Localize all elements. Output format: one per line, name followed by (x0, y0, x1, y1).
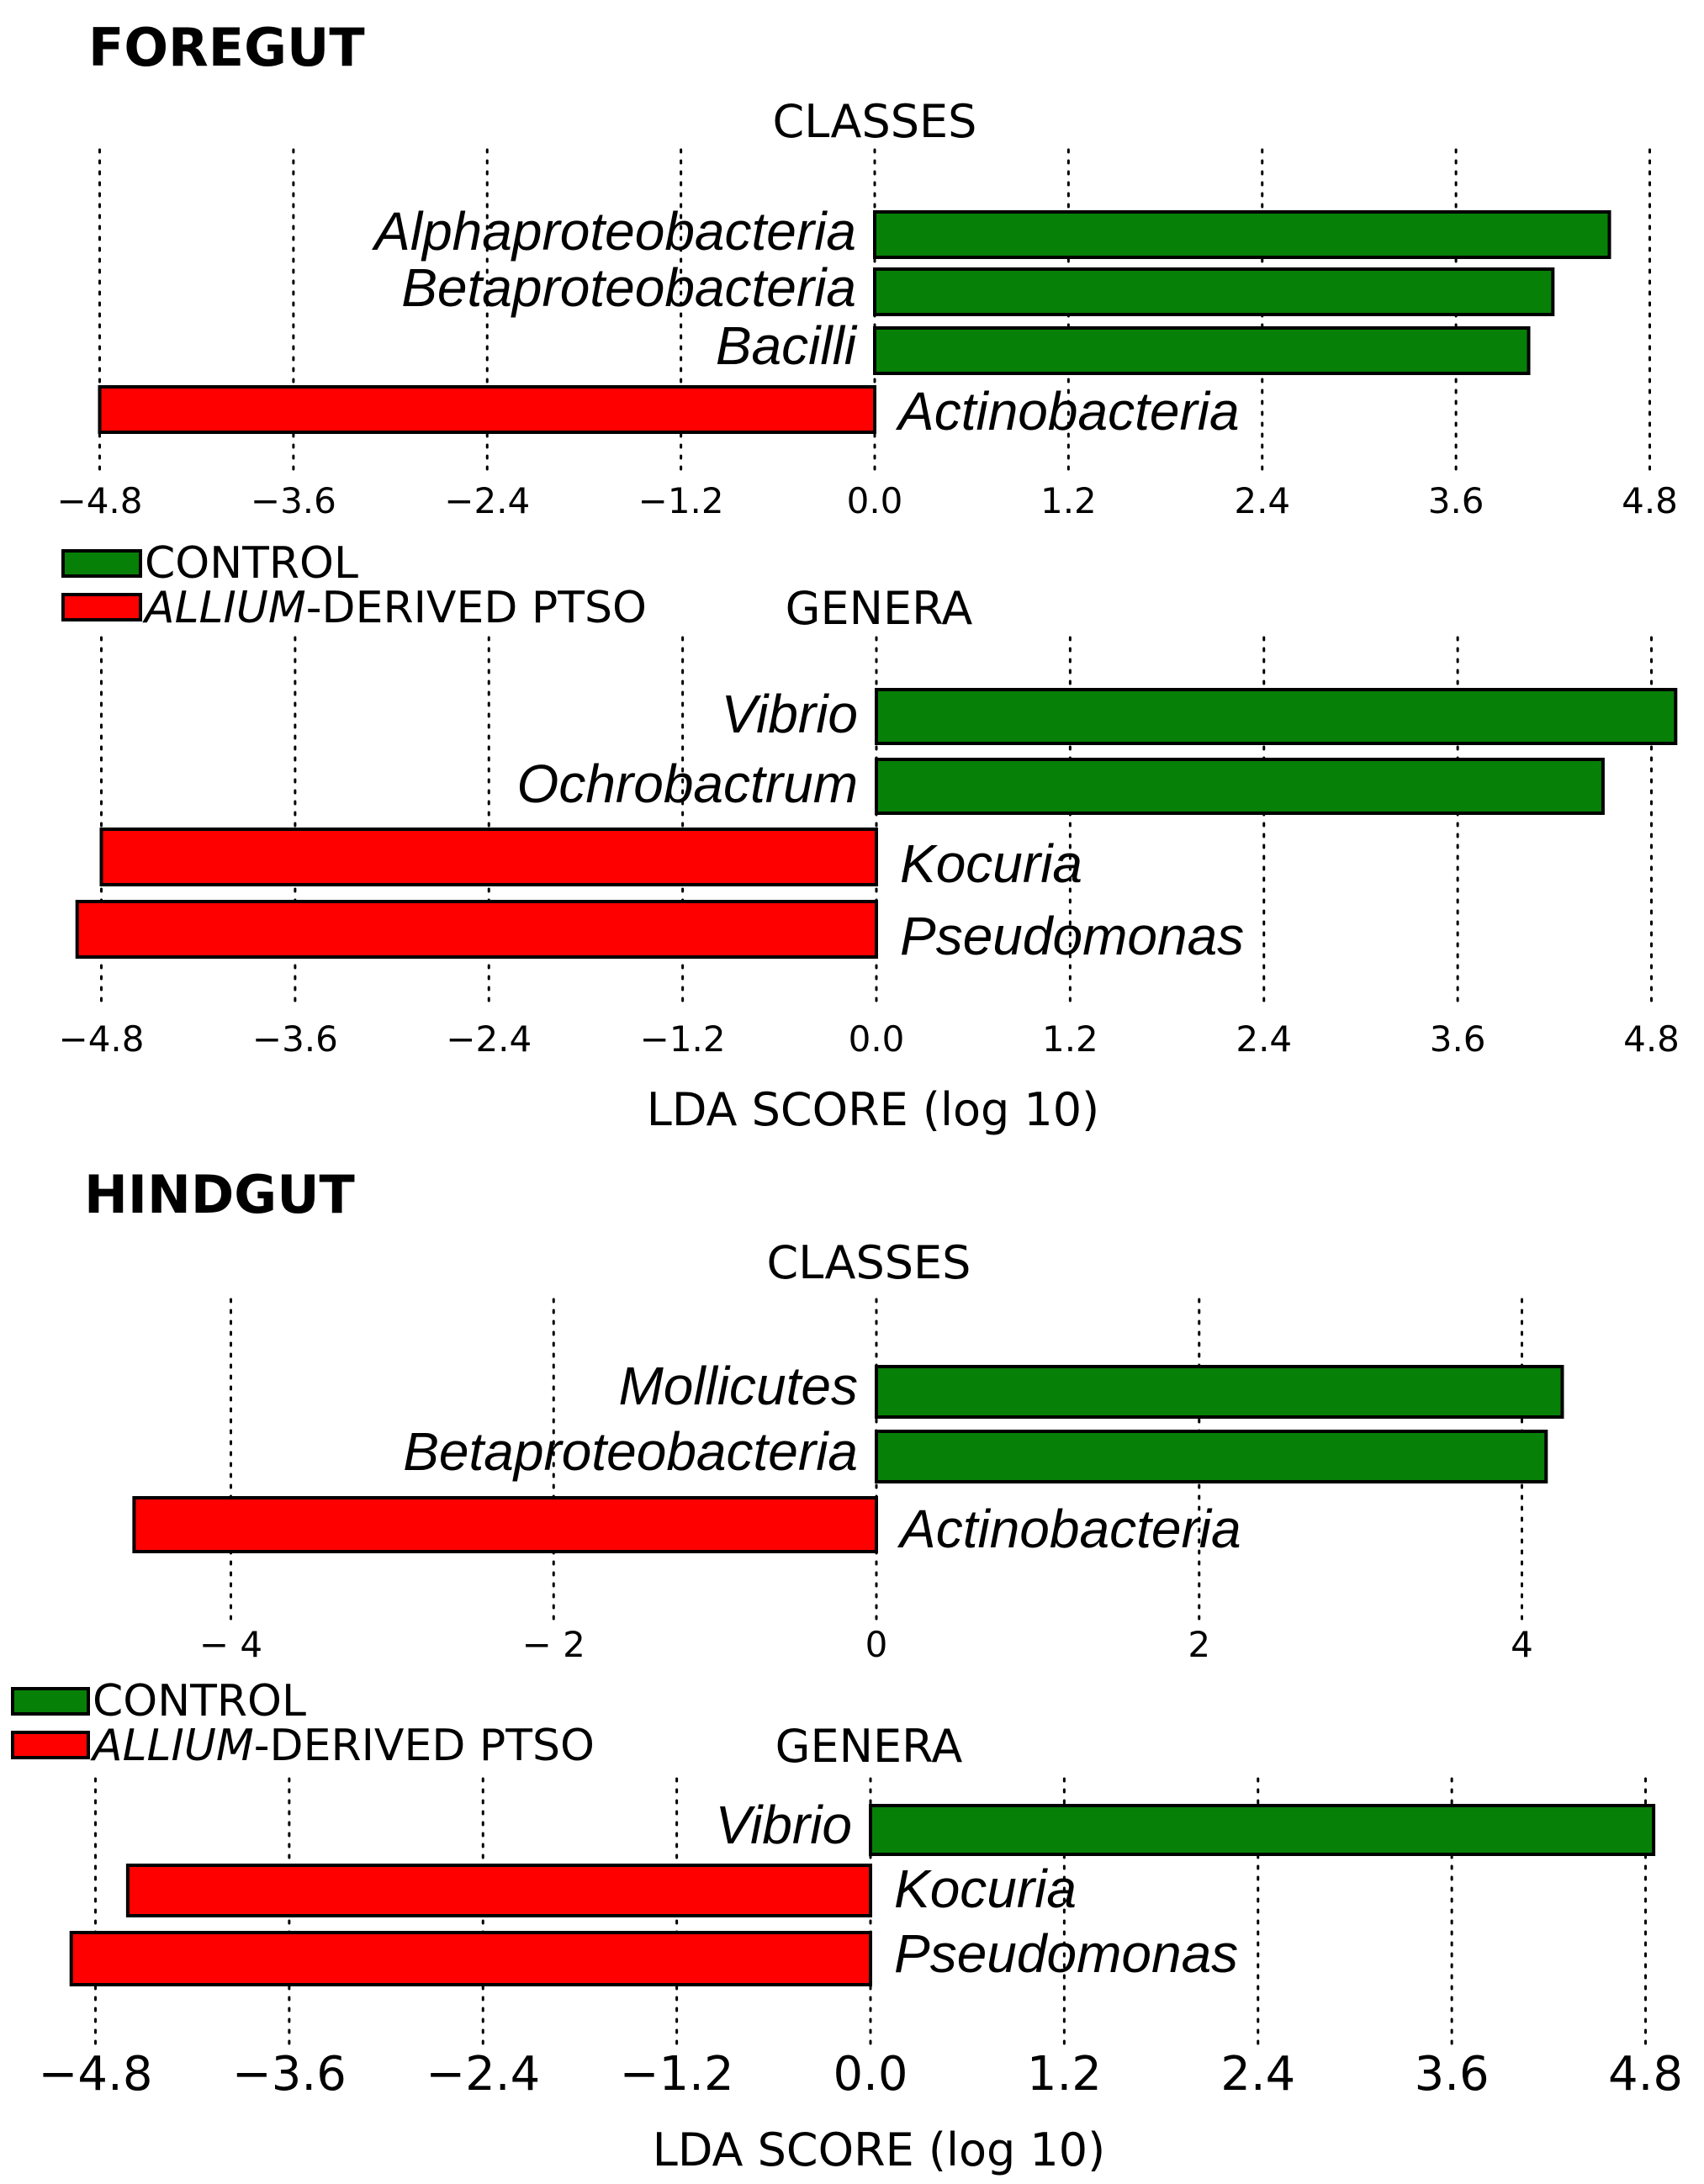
legend-label-control: CONTROL (145, 538, 358, 589)
legend-label-treatment: ALLIUM-DERIVED PTSO (90, 1721, 595, 1771)
bar-pseudomonas (75, 900, 878, 959)
x-tick-label: 0.0 (833, 2047, 908, 2102)
x-tick-label: −1.2 (620, 2047, 734, 2102)
panel-title-hindgut-classes: CLASSES (767, 1236, 971, 1289)
legend-swatch-control (61, 549, 142, 578)
panel-title-foregut-genera: GENERA (786, 582, 973, 635)
x-tick-label: −4.8 (39, 2047, 153, 2102)
taxon-label: Betaproteobacteria (401, 257, 856, 318)
taxon-label: Bacilli (716, 315, 858, 376)
x-tick-label: 1.2 (1042, 1018, 1098, 1060)
taxon-label: Mollicutes (618, 1356, 858, 1416)
legend-swatch-control (11, 1687, 90, 1716)
x-tick-label: 1.2 (1027, 2047, 1102, 2102)
chart-hindgut-genera: −4.8 −3.6 −2.4 −1.2 0.0 1.2 2.4 3.6 4.8 Vibrio Koc… (39, 1777, 1683, 2102)
bar-betaproteobacteria (875, 1430, 1548, 1483)
x-tick-label: −2.4 (426, 2047, 540, 2102)
x-tick-label: 4.8 (1608, 2047, 1683, 2102)
bar-kocuria (99, 828, 878, 886)
x-tick-label: −1.2 (638, 480, 724, 521)
taxon-label: Vibrio (716, 1795, 852, 1855)
x-tick-label: 2.4 (1220, 2047, 1295, 2102)
bar-pseudomonas (69, 1931, 872, 1986)
legend-label-treatment-italic: ALLIUM (90, 1721, 254, 1771)
panel-title-hindgut-genera: GENERA (775, 1720, 963, 1773)
x-tick-label: 4 (1511, 1624, 1533, 1665)
legend-foregut: CONTROL ALLIUM-DERIVED PTSO (61, 538, 647, 633)
chart-foregut-classes: −4.8 −3.6 −2.4 −1.2 0.0 1.2 2.4 3.6 4.8 Alphaprot… (57, 148, 1678, 521)
x-tick-label: 3.6 (1428, 480, 1484, 521)
x-tick-label: −4.8 (57, 480, 143, 521)
x-tick-label: 4.8 (1623, 1018, 1680, 1060)
x-tick-label: 3.6 (1415, 2047, 1490, 2102)
taxon-label: Ochrobactrum (517, 754, 858, 814)
bar-vibrio (869, 1804, 1656, 1856)
bar-alphaproteobacteria (873, 210, 1611, 259)
x-tick-label: 2.4 (1234, 480, 1290, 521)
x-tick-label: 3.6 (1430, 1018, 1486, 1060)
x-tick-label: 2.4 (1236, 1018, 1292, 1060)
taxon-label: Pseudomonas (900, 906, 1244, 966)
legend-label-treatment-italic: ALLIUM (142, 583, 306, 633)
bar-ochrobactrum (875, 758, 1605, 815)
x-tick-label: 4.8 (1622, 480, 1678, 521)
taxon-label: Pseudomonas (894, 1923, 1238, 1984)
x-tick-label: −2.4 (446, 1018, 532, 1060)
x-tick-label: −3.6 (232, 2047, 347, 2102)
x-tick-label: −3.6 (252, 1018, 338, 1060)
taxon-label: Kocuria (900, 833, 1082, 894)
x-axis-label-foregut: LDA SCORE (log 10) (647, 1083, 1099, 1136)
legend-swatch-treatment (11, 1731, 90, 1759)
bar-kocuria (125, 1864, 873, 1917)
x-tick-label: 2 (1188, 1624, 1210, 1665)
x-tick-label: − 2 (522, 1624, 585, 1665)
section-title-foregut: FOREGUT (88, 17, 365, 78)
taxon-label: Alphaproteobacteria (371, 201, 856, 262)
legend-label-control: CONTROL (93, 1676, 306, 1727)
bar-betaproteobacteria (873, 267, 1555, 316)
x-tick-label: −3.6 (251, 480, 336, 521)
chart-foregut-genera: −4.8 −3.6 −2.4 −1.2 0.0 1.2 2.4 3.6 4.8 Vibrio Och… (59, 636, 1680, 1060)
x-tick-label: 1.2 (1040, 480, 1097, 521)
x-axis-label-hindgut: LDA SCORE (log 10) (653, 2123, 1105, 2176)
bar-mollicutes (875, 1365, 1564, 1419)
section-title-hindgut: HINDGUT (84, 1164, 355, 1225)
taxon-label: Kocuria (894, 1859, 1077, 1919)
taxon-label: Actinobacteria (897, 1499, 1241, 1559)
taxon-label: Actinobacteria (895, 381, 1240, 442)
bar-actinobacteria (98, 385, 876, 434)
x-tick-label: − 4 (199, 1624, 262, 1665)
bar-vibrio (875, 688, 1678, 745)
taxon-label: Vibrio (722, 684, 858, 744)
taxon-label: Betaproteobacteria (403, 1421, 858, 1482)
x-tick-label: −1.2 (640, 1018, 726, 1060)
bar-actinobacteria (132, 1496, 878, 1553)
x-tick-label: 0 (865, 1624, 888, 1665)
legend-label-treatment-rest: -DERIVED PTSO (254, 1721, 595, 1771)
legend-hindgut: CONTROL ALLIUM-DERIVED PTSO (11, 1676, 595, 1771)
legend-label-treatment-rest: -DERIVED PTSO (306, 583, 647, 633)
panel-title-foregut-classes: CLASSES (773, 95, 977, 148)
x-tick-label: 0.0 (849, 1018, 905, 1060)
x-tick-label: −2.4 (444, 480, 530, 521)
legend-swatch-treatment (61, 593, 142, 621)
bar-bacilli (873, 326, 1531, 375)
x-tick-label: 0.0 (847, 480, 903, 521)
legend-label-treatment: ALLIUM-DERIVED PTSO (142, 583, 647, 633)
x-tick-label: −4.8 (59, 1018, 145, 1060)
